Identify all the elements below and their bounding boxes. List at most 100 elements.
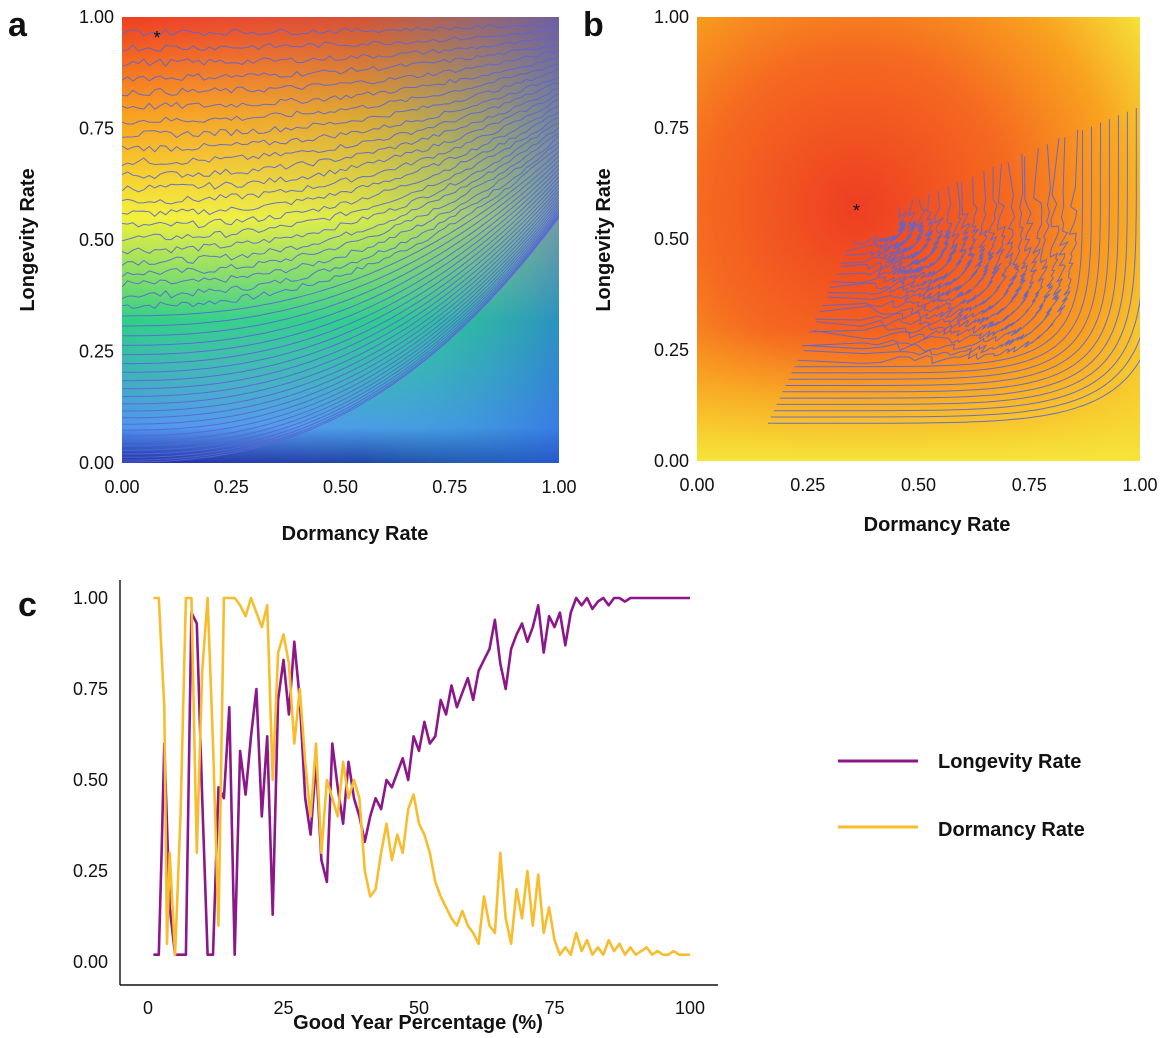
panel-a-contour-line (122, 55, 559, 110)
panel-b-x-title: Dormancy Rate (864, 514, 1011, 536)
panel-b-contour-line (840, 194, 934, 264)
panel-b-contour-line (776, 108, 1137, 405)
panel-a-contour-line (122, 29, 559, 52)
panel-b: b 0.00 0.25 0.50 0.75 1.00 0.00 0.25 0.50 0.75 1.… (583, 6, 1158, 536)
panel-a-heatmap (122, 17, 559, 463)
panel-a-contour-line (122, 111, 559, 229)
legend-label-longevity: Longevity Rate (938, 751, 1081, 773)
panel-a-contour-line (122, 151, 559, 317)
panel-b-contour-line (852, 207, 908, 246)
panel-c-letter: c (18, 586, 37, 624)
panel-a-contour-line (122, 82, 559, 167)
panel-a-contour-line (122, 180, 559, 382)
panel-b-contour-line (767, 359, 1140, 424)
legend-label-dormancy: Dormancy Rate (938, 819, 1085, 841)
panel-b-x-tick-label: 0.25 (790, 475, 825, 495)
panel-b-contour-line (809, 156, 1034, 334)
panel-b-y-tick-label: 0.00 (654, 451, 689, 471)
panel-a: a 0.00 0.25 0.50 0.75 1.00 0.00 0.25 0.50 0.75 1.… (8, 6, 577, 545)
panel-b-contour-line (805, 137, 1060, 352)
panel-a-contour-line (122, 202, 559, 431)
panel-b-contour-line (797, 129, 1079, 365)
panel-a-contour-line (122, 155, 559, 327)
panel-b-contour-line (841, 190, 944, 271)
panel-a-y-tick-label: 0.75 (79, 119, 114, 139)
panel-a-contour-line (122, 164, 559, 346)
panel-b-contour-line (819, 163, 1006, 315)
panel-b-contour-line (770, 336, 1140, 418)
panel-a-contour-line (122, 49, 559, 97)
panel-b-contour-line (782, 115, 1119, 393)
panel-b-contours (767, 108, 1140, 424)
panel-c-y-tick-label: 1.00 (73, 588, 108, 608)
panel-b-contour-line (828, 176, 979, 295)
panel-a-axes: 0.00 0.25 0.50 0.75 1.00 0.00 0.25 0.50 0.75 1.00 (79, 7, 577, 497)
panel-b-contour-line (785, 119, 1110, 386)
series-line-dormancy (153, 596, 690, 956)
panel-a-optimum-marker: * (153, 28, 160, 48)
panel-c-x-tick-label: 0 (143, 998, 153, 1018)
panel-a-contours (122, 22, 559, 463)
panel-a-contour-line (122, 132, 559, 278)
panel-a-y-tick-label: 0.00 (79, 453, 114, 473)
panel-b-x-tick-label: 0.50 (901, 475, 936, 495)
panel-a-contour-line (122, 205, 559, 437)
panel-a-contour-line (122, 141, 559, 300)
panel-a-contour-line (122, 172, 559, 365)
panel-b-contour-line (794, 130, 1083, 368)
panel-a-x-tick-label: 0.25 (214, 477, 249, 497)
panel-b-contour-line (815, 153, 1024, 328)
panel-a-contour-line (122, 146, 559, 310)
panel-a-contour-line (122, 105, 559, 217)
panel-b-x-tick-label: 1.00 (1122, 475, 1157, 495)
panel-b-contour-line (846, 199, 917, 252)
panel-a-contour-line (122, 44, 559, 82)
panel-a-contour-line (122, 209, 559, 447)
panel-c: c 0 25 50 75 100 0.00 0.25 0.50 0.75 1.00 Good Ye… (18, 580, 1085, 1034)
panel-a-contour-line (122, 116, 559, 242)
panel-a-x-tick-label: 0.75 (432, 477, 467, 497)
panel-a-contour-line (122, 211, 559, 451)
panel-c-y-tick-label: 0.00 (73, 952, 108, 972)
panel-a-contour-line (122, 197, 559, 419)
panel-c-y-tick-label: 0.25 (73, 861, 108, 881)
panel-a-contour-line (122, 98, 559, 205)
panel-a-contour-line (122, 68, 559, 139)
panel-c-y-tick-label: 0.75 (73, 679, 108, 699)
panel-a-contour-line (122, 76, 559, 153)
panel-c-legend: Longevity Rate Dormancy Rate (838, 751, 1085, 841)
panel-b-contour-line (803, 137, 1069, 356)
panel-c-x-tick-label: 75 (544, 998, 564, 1018)
panel-a-letter: a (8, 6, 28, 44)
panel-b-contour-line (802, 144, 1051, 347)
panel-b-contour-line (788, 122, 1101, 380)
panel-a-contour-line (122, 126, 559, 266)
panel-a-contour-line (122, 63, 559, 125)
panel-a-contour-line (122, 37, 559, 68)
panel-a-contour-line (122, 213, 559, 455)
panel-c-x-tick-label: 100 (675, 998, 705, 1018)
panel-b-contour-line (813, 147, 1043, 340)
panel-a-contour-line (122, 88, 559, 180)
panel-b-contour-line (822, 166, 998, 308)
panel-c-x-tick-label: 25 (273, 998, 293, 1018)
panel-a-contour-line (122, 187, 559, 397)
panel-b-optimum-marker: * (853, 201, 860, 221)
panel-a-contour-line (122, 93, 559, 193)
panel-b-contour-line (779, 111, 1128, 399)
panel-b-letter: b (583, 6, 604, 44)
panel-a-contour-line (122, 135, 559, 288)
panel-b-contour-line (836, 185, 953, 278)
panel-b-contour-line (827, 170, 989, 302)
panel-b-contour-line (832, 181, 962, 284)
panel-b-y-tick-label: 0.50 (654, 229, 689, 249)
panel-a-contour-line (122, 207, 559, 442)
panel-a-x-title: Dormancy Rate (282, 523, 429, 545)
panel-a-contour-line (122, 199, 559, 425)
panel-c-x-title: Good Year Percentage (%) (293, 1012, 543, 1034)
panel-b-contour-line (791, 126, 1092, 374)
panel-a-contour-line (122, 176, 559, 373)
panel-b-contour-line (773, 297, 1140, 412)
panel-b-contour-line (830, 182, 971, 290)
